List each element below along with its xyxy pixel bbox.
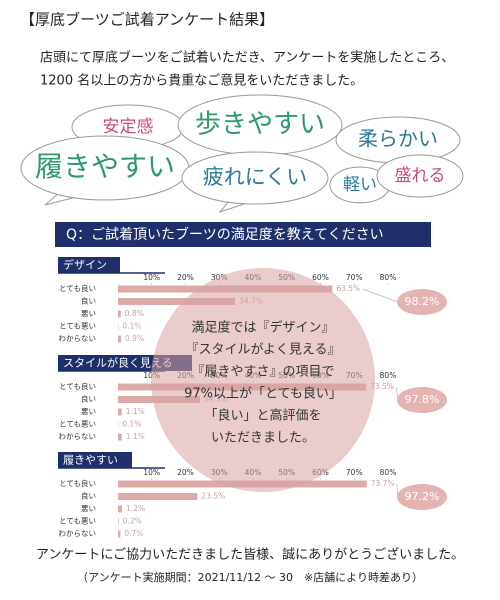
callout-circle: [151, 268, 375, 492]
bubble-text: 疲れにくい: [203, 165, 308, 189]
chart-title: 履きやすい: [63, 454, 118, 467]
value-label: 0.2%: [123, 517, 142, 526]
value-label: 0.7%: [124, 529, 143, 538]
x-tick-label: 80%: [380, 371, 397, 380]
bar: [118, 530, 121, 538]
category-label: 悪い: [81, 309, 96, 318]
bar: [118, 298, 236, 305]
callout-line: 満足度では『デザイン』: [191, 320, 334, 336]
category-label: とても良い: [59, 478, 96, 488]
bubble-text: 歩きやすい: [195, 110, 325, 140]
intro-line: 店頭にて厚底ブーツをご試着いただき、アンケートを実施したところ、: [40, 50, 454, 66]
footer-line: （アンケート実施期間：2021/11/12 ～ 30 ※店舗により時差あり）: [77, 570, 423, 584]
value-label: 73.5%: [370, 382, 394, 391]
connector: [362, 288, 399, 303]
x-tick-label: 20%: [177, 468, 194, 477]
bubble-text: 軽い: [343, 175, 377, 195]
bubble: [181, 151, 329, 205]
bar: [118, 518, 119, 525]
bubble-text: 盛れる: [395, 166, 446, 186]
chart-title-box: [58, 452, 132, 468]
category-label: わからない: [59, 432, 97, 441]
summary-oval: [397, 387, 447, 413]
bubble-text: 柔らかい: [358, 127, 438, 151]
x-tick-label: 20%: [177, 273, 194, 282]
value-label: 1.2%: [126, 504, 145, 513]
bubble-text: 履きやすい: [35, 150, 175, 183]
x-tick-label: 80%: [380, 273, 397, 282]
value-label: 63.5%: [336, 284, 360, 293]
callout-line: 『履きやすさ』の項目で: [191, 365, 334, 380]
summary-oval: [397, 484, 447, 510]
footer-line: アンケートにご協力いただきました皆様、誠にありがとうございました。: [36, 547, 464, 563]
x-tick-label: 80%: [380, 468, 397, 477]
bubble-text: 安定感: [103, 117, 154, 137]
category-label: とても悪い: [59, 517, 96, 526]
summary-label: 98.2%: [405, 295, 440, 308]
value-label: 73.7%: [371, 479, 395, 488]
question-banner: [55, 222, 431, 247]
category-label: とても良い: [59, 283, 96, 293]
category-label: わからない: [59, 529, 97, 538]
summary-label: 97.8%: [405, 393, 440, 406]
x-tick-label: 10%: [143, 468, 160, 477]
bubble: [376, 154, 464, 198]
bar: [118, 408, 122, 416]
category-label: 良い: [81, 491, 96, 501]
chart-title: スタイルが良く見える: [63, 356, 173, 370]
bar: [118, 505, 123, 513]
question: Q：ご試着頂いたブーツの満足度を教えてください: [66, 226, 384, 243]
callout-line: いただきました。: [211, 431, 315, 446]
x-tick-label: 10%: [143, 273, 160, 282]
category-label: 良い: [81, 394, 96, 404]
value-label: 1.1%: [126, 407, 145, 416]
category-label: とても良い: [59, 381, 96, 391]
category-label: とても悪い: [59, 420, 96, 429]
value-label: 0.9%: [125, 334, 144, 343]
callout-line: 97%以上が「とても良い」: [184, 386, 342, 402]
summary-oval: [397, 289, 447, 315]
bar: [118, 493, 198, 500]
x-tick-label: 70%: [346, 273, 363, 282]
category-label: わからない: [59, 334, 97, 343]
summary-label: 97.2%: [405, 490, 440, 503]
category-label: 良い: [81, 296, 96, 306]
category-label: 悪い: [81, 504, 96, 513]
value-label: 0.8%: [125, 309, 144, 318]
x-tick-label: 60%: [312, 273, 329, 282]
category-label: とても悪い: [59, 322, 96, 331]
bar: [118, 433, 122, 441]
x-tick-label: 70%: [346, 468, 363, 477]
bar: [118, 310, 121, 318]
chart-title: デザイン: [63, 258, 107, 272]
category-label: 悪い: [81, 407, 96, 416]
bubbles: [20, 94, 464, 214]
value-label: 1.1%: [126, 432, 145, 441]
title: 【厚底ブーツご試着アンケート結果】: [20, 11, 274, 29]
value-label: 0.1%: [122, 322, 141, 331]
value-label: 0.1%: [122, 420, 141, 429]
callout-line: 『スタイルがよく見える』: [186, 343, 341, 358]
intro-line: 1200 名以上の方から貴重なご意見をいただきました。: [40, 73, 363, 89]
overlay: 満足度では『デザイン』『スタイルがよく見える』『履きやすさ』の項目で 97%以上が…: [151, 268, 375, 492]
bar: [118, 335, 122, 343]
value-label: 23.5%: [201, 492, 225, 501]
chart-title-box: [58, 257, 120, 273]
callout-line: 「良い」と高評価を: [204, 408, 321, 424]
